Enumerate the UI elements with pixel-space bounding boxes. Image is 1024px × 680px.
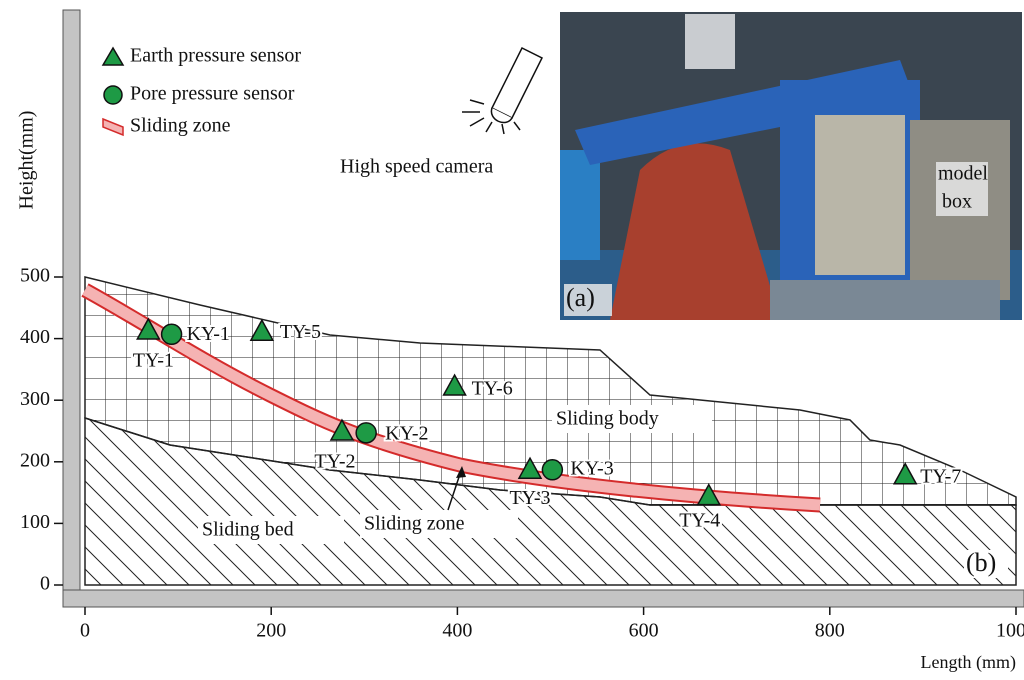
y-tick-label: 300 [20, 388, 50, 410]
legend-label: Earth pressure sensor [130, 45, 301, 67]
region-label: Sliding zone [364, 513, 465, 535]
panel-label: (b) [966, 548, 996, 577]
sensor-label: TY-6 [472, 378, 513, 400]
y-tick-label: 0 [40, 573, 50, 595]
x-tick-label: 800 [815, 620, 845, 642]
pore-sensor [542, 460, 562, 480]
photo-label: (a) [566, 283, 595, 312]
sensor-label: KY-3 [570, 457, 613, 479]
frame-bottom [63, 590, 1024, 607]
x-tick-label: 600 [629, 620, 659, 642]
photo-annotation: model [938, 163, 988, 185]
y-tick-label: 400 [20, 326, 50, 348]
legend-band [103, 119, 123, 135]
frame-left [63, 10, 80, 607]
legend-label: Sliding zone [130, 115, 231, 137]
photo-annotation: box [942, 191, 972, 213]
region-label: Sliding bed [202, 519, 294, 541]
y-tick-label: 500 [20, 265, 50, 287]
legend-circle [104, 86, 122, 104]
x-tick-label: 1000 [996, 620, 1024, 642]
pore-sensor [162, 324, 182, 344]
figure: Sliding body Sliding bed Sliding zone (b… [0, 0, 1024, 680]
x-axis-label: Length (mm) [921, 652, 1016, 673]
x-tick-label: 0 [80, 620, 90, 642]
y-tick-label: 200 [20, 449, 50, 471]
region-label: Sliding body [556, 408, 659, 430]
camera-label: High speed camera [340, 156, 493, 178]
sensor-label: TY-7 [920, 465, 961, 487]
x-tick-label: 200 [256, 620, 286, 642]
y-tick-label: 100 [20, 511, 50, 533]
page: Sliding body Sliding bed Sliding zone (b… [0, 0, 1024, 680]
sensor-label: TY-1 [133, 350, 174, 372]
sensor-label: TY-5 [280, 321, 321, 343]
y-axis-label: Height(mm) [16, 111, 38, 210]
camera-icon [462, 48, 542, 134]
pore-sensor [356, 423, 376, 443]
legend-label: Pore pressure sensor [130, 83, 295, 105]
sensor-label: TY-3 [509, 487, 550, 509]
sensor-label: TY-4 [679, 509, 720, 531]
x-tick-label: 400 [442, 620, 472, 642]
legend-triangle [103, 48, 123, 65]
sensor-label: TY-2 [314, 451, 355, 473]
sensor-label: KY-2 [385, 422, 428, 444]
sensor-label: KY-1 [187, 323, 230, 345]
